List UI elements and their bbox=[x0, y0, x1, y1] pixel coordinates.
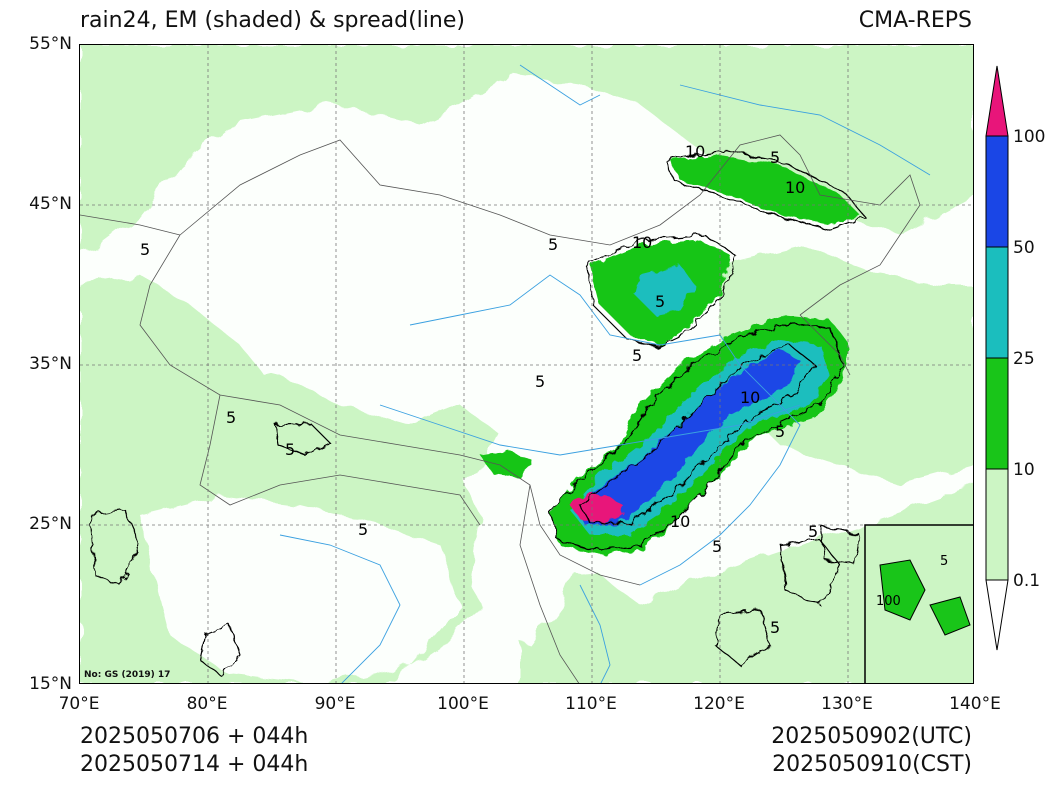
contour-label: 10 bbox=[740, 388, 760, 407]
coastline-bay-bengal bbox=[279, 534, 401, 683]
contour-label: 5 bbox=[808, 522, 818, 541]
spread-contour-pacific bbox=[819, 524, 861, 566]
rain-light-plateau bbox=[200, 375, 500, 485]
gridlines bbox=[80, 45, 973, 683]
contour-label: 5 bbox=[775, 422, 785, 441]
valid-time-cst: 2025050910(CST) bbox=[772, 752, 972, 777]
contour-label: 5 bbox=[535, 372, 545, 391]
init-time-cst: 2025050714 + 044h bbox=[80, 752, 309, 777]
colorbar-cap-bottom bbox=[985, 579, 1009, 651]
contour-label: 5 bbox=[548, 235, 558, 254]
map-svg: 10 5 10 5 10 5 5 5 10 5 5 5 5 5 5 5 5 10… bbox=[80, 45, 973, 683]
border-central-asia bbox=[80, 214, 181, 236]
valid-time-utc: 2025050902(UTC) bbox=[771, 724, 972, 749]
spread-contour-northeast bbox=[664, 149, 867, 230]
contour-label: 5 bbox=[140, 240, 150, 259]
map-approval-note: No: GS (2019) 17 bbox=[84, 670, 171, 680]
lon-tick-90: 90°E bbox=[314, 694, 356, 714]
border-indochina bbox=[519, 484, 580, 683]
rain-light-north bbox=[80, 45, 973, 255]
inset-contour bbox=[879, 559, 971, 636]
spread-contour-tibet bbox=[274, 422, 332, 456]
rain-band-main bbox=[480, 155, 860, 555]
precipitation-map: 10 5 10 5 10 5 5 5 10 5 5 5 5 5 5 5 5 10… bbox=[79, 44, 974, 684]
no-rain-mongolia bbox=[220, 125, 600, 305]
colorbar-bin-10-25 bbox=[985, 357, 1009, 470]
spread-contour-10-main bbox=[579, 344, 816, 524]
spread-contour-north-china bbox=[584, 234, 736, 348]
no-rain-south-asia bbox=[140, 495, 460, 683]
colorbar-bin-25-50 bbox=[985, 246, 1009, 359]
contour-label: 5 bbox=[770, 618, 780, 637]
river-amur bbox=[679, 84, 931, 176]
contour-label: 10 bbox=[670, 512, 690, 531]
south-china-sea-inset: 100 5 bbox=[864, 524, 973, 683]
lat-tick-25: 25°N bbox=[29, 514, 72, 534]
no-rain-taklamakan bbox=[240, 265, 520, 375]
contour-labels: 10 5 10 5 10 5 5 5 10 5 5 5 5 5 5 5 5 10 bbox=[140, 142, 818, 637]
lon-tick-110: 110°E bbox=[565, 694, 617, 714]
init-time-utc: 2025050706 + 044h bbox=[80, 724, 309, 749]
border-china-north bbox=[179, 134, 921, 316]
coastline-vietnam bbox=[579, 584, 611, 683]
river-yangtze bbox=[379, 404, 801, 456]
inset-label: 5 bbox=[940, 554, 948, 569]
contour-label: 10 bbox=[685, 142, 705, 161]
spread-contour-bay-bengal bbox=[199, 624, 241, 676]
lon-tick-70: 70°E bbox=[58, 694, 100, 714]
contour-label: 10 bbox=[632, 233, 652, 252]
inset-label: 100 bbox=[876, 594, 901, 609]
spread-contour-west-india bbox=[89, 509, 141, 586]
colorbar bbox=[985, 65, 1009, 651]
lat-tick-35: 35°N bbox=[29, 354, 72, 374]
rain-50-100-main bbox=[575, 350, 800, 525]
lat-tick-15: 15°N bbox=[29, 674, 72, 694]
lon-tick-140: 140°E bbox=[949, 694, 1001, 714]
spread-contour-south-china-sea bbox=[714, 609, 771, 666]
coastline-east-china bbox=[639, 334, 801, 586]
spread-contour-philippines bbox=[779, 539, 841, 606]
contour-label: 5 bbox=[358, 520, 368, 539]
lake-baikal bbox=[519, 64, 601, 106]
spread-contour-5-main bbox=[549, 322, 843, 551]
lon-tick-130: 130°E bbox=[821, 694, 873, 714]
rain-10-25-southwest bbox=[480, 450, 535, 477]
rain-100plus-core bbox=[568, 493, 625, 523]
rain-25-50-north-china bbox=[635, 265, 695, 315]
no-rain-areas bbox=[140, 125, 600, 683]
contour-label: 5 bbox=[285, 440, 295, 459]
colorbar-tick-25: 25 bbox=[1013, 349, 1035, 369]
border-india bbox=[199, 394, 481, 526]
water-lines bbox=[279, 64, 931, 683]
colorbar-tick-10: 10 bbox=[1013, 460, 1035, 480]
lon-tick-100: 100°E bbox=[437, 694, 489, 714]
colorbar-tick-50: 50 bbox=[1013, 238, 1035, 258]
lon-tick-120: 120°E bbox=[693, 694, 745, 714]
colorbar-tick-100: 100 bbox=[1013, 127, 1046, 147]
spread-contours bbox=[89, 149, 867, 676]
river-yellow bbox=[409, 274, 721, 346]
colorbar-bin-50-100 bbox=[985, 135, 1009, 248]
contour-label: 5 bbox=[226, 408, 236, 427]
border-china-west bbox=[139, 234, 641, 586]
contour-label: 5 bbox=[770, 148, 780, 167]
colorbar-cap-top bbox=[985, 65, 1009, 137]
lon-tick-80: 80°E bbox=[186, 694, 228, 714]
lat-tick-45: 45°N bbox=[29, 194, 72, 214]
contour-label: 10 bbox=[785, 178, 805, 197]
contour-label: 5 bbox=[712, 537, 722, 556]
model-name: CMA-REPS bbox=[858, 8, 972, 33]
contour-label: 5 bbox=[632, 346, 642, 365]
colorbar-bin-0.1-10 bbox=[985, 468, 1009, 581]
lat-tick-55: 55°N bbox=[29, 34, 72, 54]
contour-label: 5 bbox=[655, 292, 665, 311]
no-rain-indochina bbox=[470, 515, 580, 645]
colorbar-tick-0.1: 0.1 bbox=[1013, 571, 1041, 591]
map-title: rain24, EM (shaded) & spread(line) bbox=[80, 8, 465, 33]
